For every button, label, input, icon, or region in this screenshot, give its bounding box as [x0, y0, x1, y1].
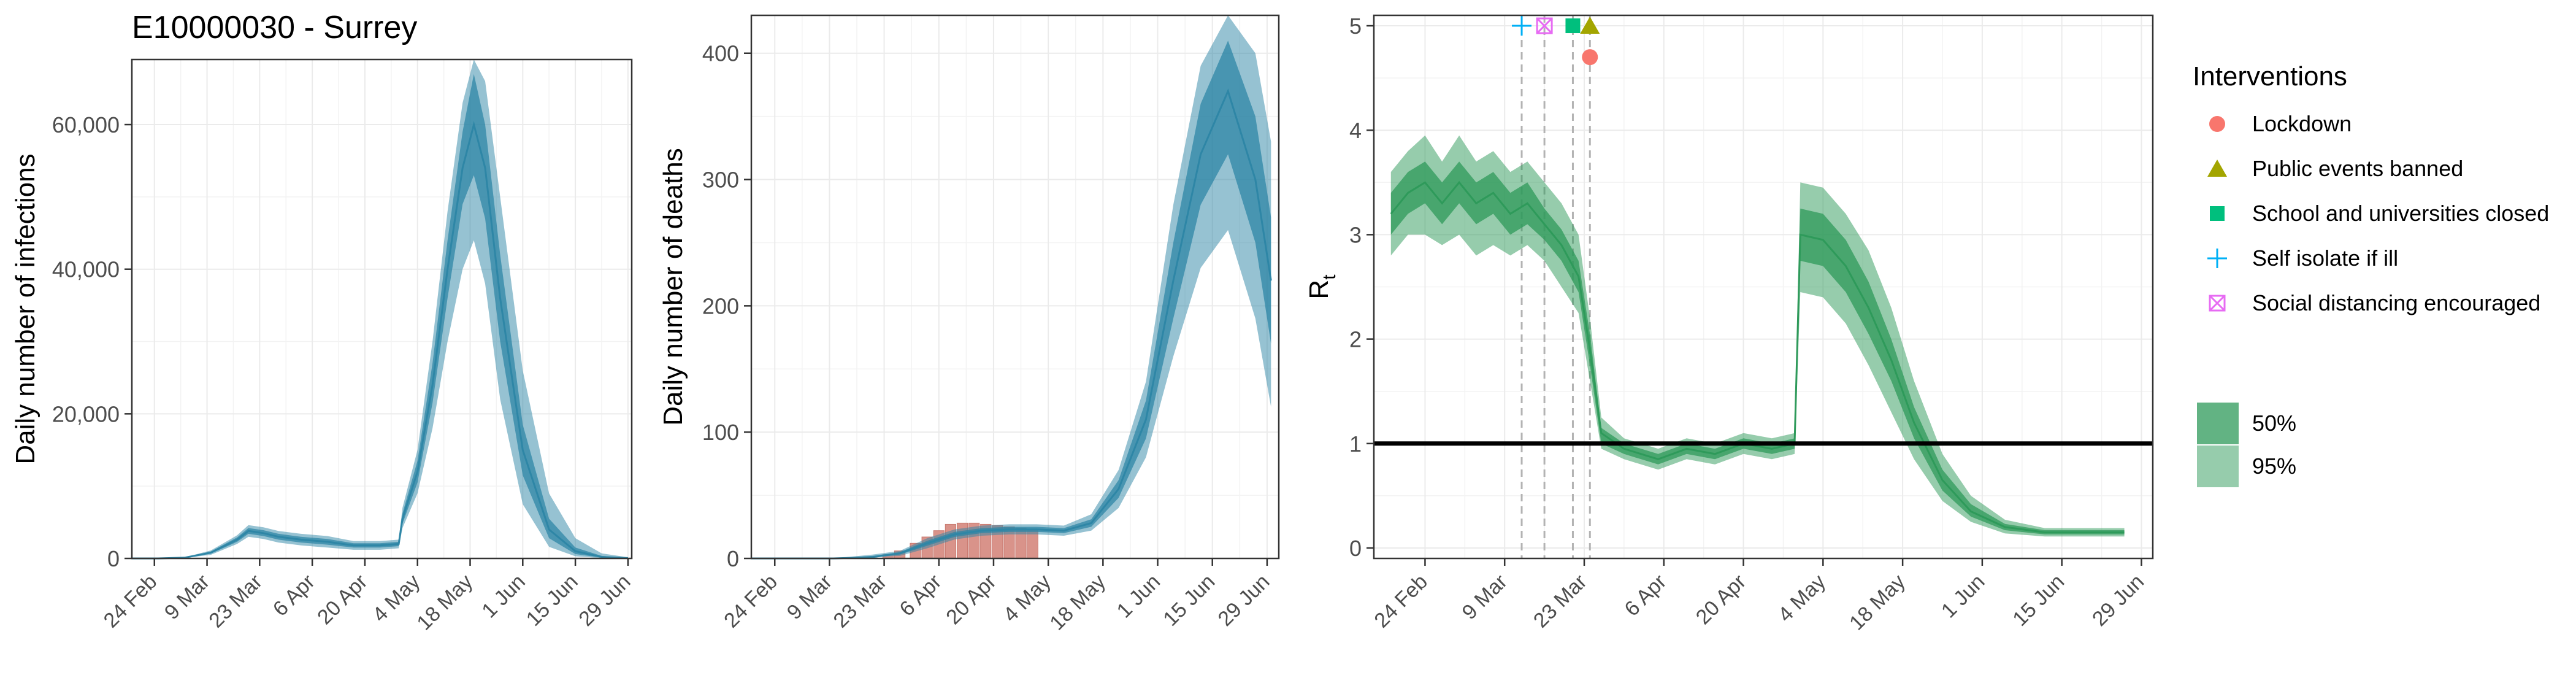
panel-background	[132, 60, 632, 558]
legend-item-label: Lockdown	[2252, 111, 2352, 136]
y-tick-label: 1	[1349, 431, 1362, 457]
y-tick-label: 200	[702, 293, 739, 318]
x-tick-label: 1 Jun	[1112, 570, 1165, 623]
boxed-x-icon	[1536, 17, 1553, 34]
circle-icon	[2209, 116, 2225, 132]
x-tick-label: 18 May	[1845, 570, 1910, 635]
y-tick-label: 0	[727, 546, 739, 571]
y-tick-label: 100	[702, 420, 739, 445]
triangle-icon	[2207, 160, 2227, 177]
ci-50-band	[751, 41, 1271, 558]
intervention-marker-triangle	[1580, 17, 1600, 34]
legend-ci-swatch	[2197, 446, 2239, 487]
boxed-x-icon	[2209, 295, 2226, 312]
legend-item: Social distancing encouraged	[2209, 290, 2540, 315]
x-tick-label: 6 Apr	[269, 570, 320, 621]
median-line	[1390, 180, 2125, 533]
y-axis-title: Daily number of infections	[10, 153, 40, 464]
y-axis-title-subscript: t	[1319, 274, 1340, 280]
x-tick-label: 23 Mar	[1529, 570, 1592, 633]
y-tick-label: 5	[1349, 14, 1362, 39]
median-line	[751, 88, 1272, 560]
y-tick-label: 60,000	[52, 112, 120, 137]
ci-50-band	[1390, 161, 2125, 534]
panel-2: 0 1 2 3 4 5 24 Feb 9 Mar 23 Mar 6 Apr 20 Apr 4 May 1…	[1304, 14, 2154, 635]
triangle-icon	[2207, 160, 2227, 177]
intervention-marker-square	[1565, 18, 1581, 34]
y-tick-label: 3	[1349, 222, 1362, 247]
x-tick-label: 23 Mar	[829, 570, 892, 633]
plus-icon	[2207, 249, 2227, 268]
triangle-icon	[1580, 17, 1600, 34]
x-tick-label: 15 Jun	[2008, 570, 2069, 631]
y-tick-label: 20,000	[52, 401, 120, 426]
x-tick-label: 1 Jun	[1937, 570, 1990, 623]
boxed-x-icon	[2209, 295, 2226, 312]
x-tick-label: 15 Jun	[522, 570, 583, 631]
panel-border	[750, 14, 1280, 560]
square-icon	[2210, 206, 2225, 221]
x-tick-label: 15 Jun	[1159, 570, 1219, 631]
x-tick-label: 4 May	[1774, 570, 1830, 627]
x-tick-label: 20 Apr	[313, 570, 372, 629]
legend-item: School and universities closed	[2210, 201, 2549, 226]
circle-icon	[1582, 49, 1598, 66]
legend-ci-label: 50%	[2252, 411, 2296, 436]
y-tick-label: 300	[702, 168, 739, 193]
y-tick-label: 2	[1349, 327, 1362, 352]
intervention-marker-boxed-x	[1536, 17, 1553, 34]
x-tick-label: 20 Apr	[1692, 570, 1750, 629]
x-tick-label: 23 Mar	[204, 570, 267, 633]
legend-ci-item: 50%	[2197, 403, 2296, 444]
intervention-marker-circle	[1582, 49, 1598, 66]
x-tick-label: 20 Apr	[941, 570, 1000, 629]
x-tick-label: 29 Jun	[1213, 570, 1274, 631]
circle-icon	[2209, 116, 2225, 132]
boxed-x-icon	[2209, 295, 2226, 312]
legend-item: Self isolate if ill	[2207, 245, 2398, 271]
x-tick-label: 6 Apr	[1620, 570, 1671, 621]
y-tick-label: 400	[702, 41, 739, 66]
chart-title: E10000030 - Surrey	[132, 10, 417, 45]
x-tick-label: 24 Feb	[99, 570, 162, 633]
ci-95-band	[1390, 135, 2125, 537]
legend-ci-item: 95%	[2197, 446, 2296, 487]
y-axis-title: Rt	[1304, 274, 1340, 299]
x-tick-label: 18 May	[412, 570, 477, 635]
y-tick-label: 0	[1349, 536, 1362, 561]
legend-title: Interventions	[2193, 61, 2347, 91]
x-tick-label: 9 Mar	[1458, 570, 1512, 624]
x-tick-label: 6 Apr	[895, 570, 946, 621]
square-icon	[2210, 206, 2225, 221]
x-tick-label: 18 May	[1045, 570, 1110, 635]
intervention-marker-plus	[1512, 16, 1532, 36]
panel-border	[131, 58, 633, 560]
legend: Interventions Lockdown Public events banne…	[2193, 61, 2549, 487]
x-tick-label: 24 Feb	[1370, 570, 1432, 633]
y-tick-label: 0	[107, 546, 120, 571]
legend-item: Lockdown	[2209, 111, 2352, 136]
legend-item-label: Social distancing encouraged	[2252, 290, 2540, 315]
x-tick-label: 29 Jun	[574, 570, 635, 631]
legend-item-label: Self isolate if ill	[2252, 245, 2398, 271]
panel-border	[1373, 14, 2154, 560]
square-icon	[1565, 18, 1581, 34]
boxed-x-icon	[1536, 17, 1553, 34]
y-axis-title: Daily number of deaths	[658, 148, 688, 425]
y-tick-label: 4	[1349, 118, 1362, 143]
legend-ci-swatch	[2197, 403, 2239, 444]
x-tick-label: 24 Feb	[719, 570, 782, 633]
legend-item-label: Public events banned	[2252, 156, 2463, 181]
x-tick-label: 29 Jun	[2088, 570, 2149, 631]
legend-item-label: School and universities closed	[2252, 201, 2549, 226]
legend-ci-label: 95%	[2252, 453, 2296, 479]
median-line	[132, 121, 628, 560]
y-tick-label: 40,000	[52, 257, 120, 282]
legend-item: Public events banned	[2207, 156, 2463, 181]
